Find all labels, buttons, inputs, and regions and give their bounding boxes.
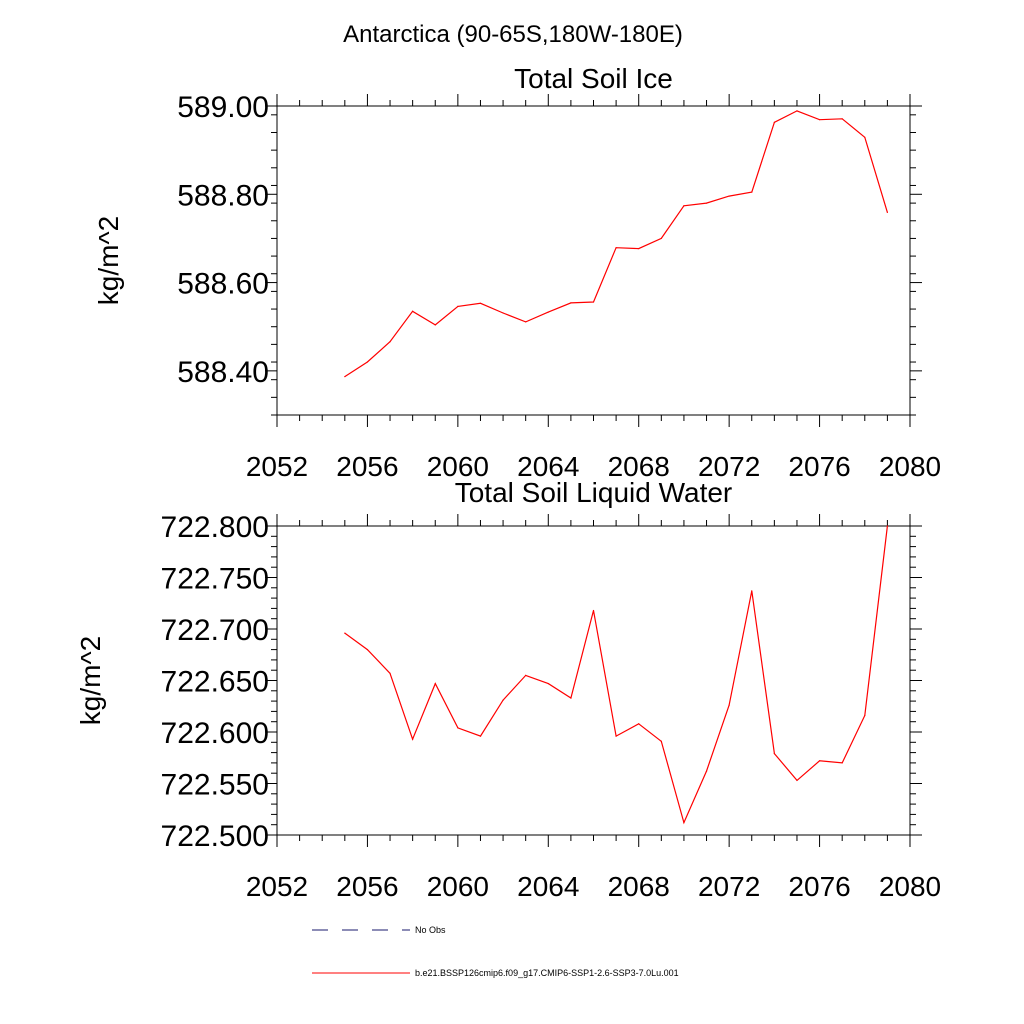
data-point <box>773 121 775 123</box>
x-tick-label: 2072 <box>698 871 760 902</box>
data-point <box>638 247 640 250</box>
data-point <box>683 822 685 824</box>
data-point <box>344 632 346 634</box>
data-point <box>773 753 775 755</box>
data-point <box>705 770 708 772</box>
data-point <box>525 321 527 323</box>
x-tick-label: 2068 <box>608 871 670 902</box>
x-tick-label: 2052 <box>246 871 308 902</box>
data-point <box>886 525 888 527</box>
y-tick-label: 722.700 <box>161 614 269 647</box>
x-tick-label: 2072 <box>698 451 760 482</box>
data-point <box>728 704 730 706</box>
data-point <box>751 590 753 592</box>
data-point <box>344 375 346 378</box>
x-tick-label: 2080 <box>879 451 941 482</box>
y-tick-label: 722.500 <box>161 820 269 853</box>
data-point <box>592 609 595 612</box>
data-point <box>479 302 482 304</box>
data-point <box>841 118 843 120</box>
plot-frame <box>276 525 911 836</box>
region-title: Antarctica (90-65S,180W-180E) <box>343 21 683 48</box>
data-point <box>886 211 888 213</box>
data-point <box>366 649 369 651</box>
data-point <box>818 760 821 762</box>
x-tick-label: 2060 <box>427 871 489 902</box>
x-tick-label: 2056 <box>336 871 398 902</box>
data-point <box>841 762 843 764</box>
data-point <box>389 672 391 674</box>
data-point <box>751 191 753 193</box>
panel-total-soil-liquid-water: Total Soil Liquid Water kg/m^2 2052 2056 206… <box>75 477 941 902</box>
data-point <box>412 310 414 312</box>
data-point <box>434 324 436 326</box>
data-point <box>864 714 866 717</box>
data-point <box>502 699 504 701</box>
y-tick-label: 722.600 <box>161 717 269 750</box>
data-point <box>457 727 459 729</box>
series-line <box>344 110 888 378</box>
x-tick-label: 2064 <box>517 871 579 902</box>
y-tick-label: 588.40 <box>177 356 269 389</box>
legend-label-no-obs: No Obs <box>415 925 446 935</box>
y-tick-label: 722.800 <box>161 511 269 544</box>
y-tick-label: 722.750 <box>161 563 269 596</box>
data-point <box>615 247 617 249</box>
x-tick-label: 2064 <box>517 451 579 482</box>
data-point <box>660 740 662 742</box>
y-tick-label: 722.650 <box>161 666 269 699</box>
y-tick-label: 722.550 <box>161 769 269 802</box>
y-axis-label: kg/m^2 <box>93 216 124 305</box>
y-axis-label: kg/m^2 <box>75 636 106 725</box>
data-point <box>412 738 414 740</box>
y-tick-label: 588.80 <box>177 179 269 212</box>
legend-label-model-run: b.e21.BSSP126cmip6.f09_g17.CMIP6-SSP1-2.… <box>415 968 679 978</box>
data-point <box>547 311 549 313</box>
data-point <box>547 682 549 685</box>
data-point <box>502 312 504 314</box>
data-point <box>570 697 572 699</box>
data-point <box>683 205 685 207</box>
data-point <box>705 202 708 204</box>
series-line <box>344 525 888 825</box>
data-point <box>818 119 821 121</box>
x-tick-label: 2068 <box>608 451 670 482</box>
chart-title: Total Soil Ice <box>514 63 673 94</box>
data-point <box>525 674 527 676</box>
data-point <box>479 735 482 737</box>
x-tick-label: 2076 <box>788 871 850 902</box>
x-tick-label: 2076 <box>788 451 850 482</box>
y-tick-label: 589.00 <box>177 91 269 124</box>
x-tick-label: 2080 <box>879 871 941 902</box>
data-point <box>638 723 640 725</box>
data-point <box>570 302 572 304</box>
data-point <box>615 735 617 737</box>
data-point <box>457 305 459 308</box>
data-point <box>864 136 866 138</box>
data-point <box>434 682 436 685</box>
x-tick-label: 2056 <box>336 451 398 482</box>
y-tick-label: 588.60 <box>177 268 269 301</box>
panel-total-soil-ice: Total Soil Ice kg/m^2 2052 2056 2060 2064 2068… <box>93 63 941 482</box>
plot-frame <box>276 105 911 416</box>
data-point <box>728 195 730 197</box>
data-point <box>366 361 369 363</box>
data-point <box>389 341 391 343</box>
data-point <box>660 237 662 240</box>
data-point <box>592 301 595 303</box>
x-tick-label: 2060 <box>427 451 489 482</box>
chart-title: Total Soil Liquid Water <box>455 477 733 508</box>
data-point <box>796 779 798 782</box>
x-tick-label: 2052 <box>246 451 308 482</box>
data-point <box>796 110 798 112</box>
legend: No Obs b.e21.BSSP126cmip6.f09_g17.CMIP6-… <box>312 925 679 978</box>
